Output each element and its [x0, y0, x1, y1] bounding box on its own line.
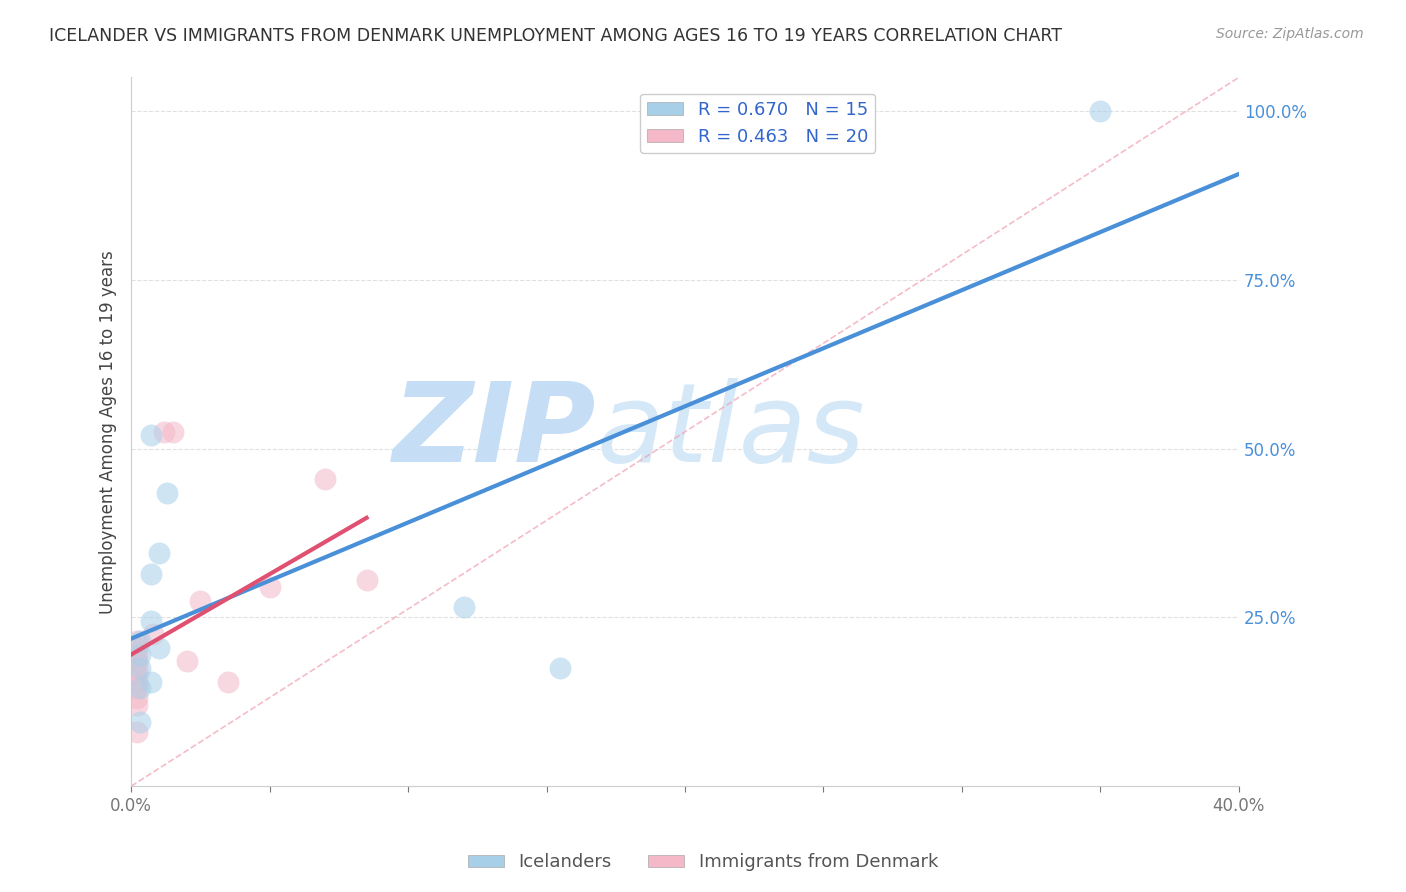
- Point: [125, 681, 148, 696]
- Y-axis label: Unemployment Among Ages 16 to 19 years: Unemployment Among Ages 16 to 19 years: [100, 250, 117, 614]
- Legend: R = 0.670   N = 15, R = 0.463   N = 20: R = 0.670 N = 15, R = 0.463 N = 20: [640, 94, 876, 153]
- Point: [139, 674, 162, 689]
- Point: [190, 593, 212, 607]
- Point: [125, 667, 148, 681]
- Point: [128, 681, 150, 696]
- Point: [125, 661, 148, 675]
- Point: [125, 691, 148, 706]
- Point: [148, 640, 170, 655]
- Point: [128, 661, 150, 675]
- Point: [162, 425, 184, 439]
- Point: [125, 640, 148, 655]
- Point: [142, 627, 165, 641]
- Text: Source: ZipAtlas.com: Source: ZipAtlas.com: [1216, 27, 1364, 41]
- Point: [1090, 104, 1112, 119]
- Point: [139, 614, 162, 628]
- Point: [128, 714, 150, 729]
- Text: atlas: atlas: [596, 378, 865, 485]
- Point: [259, 580, 281, 594]
- Point: [217, 674, 239, 689]
- Point: [128, 648, 150, 662]
- Point: [356, 574, 378, 588]
- Point: [176, 654, 198, 668]
- Point: [125, 674, 148, 689]
- Point: [125, 654, 148, 668]
- Point: [153, 425, 176, 439]
- Point: [125, 648, 148, 662]
- Point: [125, 725, 148, 739]
- Legend: Icelanders, Immigrants from Denmark: Icelanders, Immigrants from Denmark: [461, 847, 945, 879]
- Point: [139, 566, 162, 581]
- Point: [314, 472, 336, 486]
- Point: [550, 661, 572, 675]
- Point: [125, 634, 148, 648]
- Point: [148, 546, 170, 560]
- Point: [139, 428, 162, 442]
- Point: [156, 485, 179, 500]
- Text: ZIP: ZIP: [392, 378, 596, 485]
- Text: ICELANDER VS IMMIGRANTS FROM DENMARK UNEMPLOYMENT AMONG AGES 16 TO 19 YEARS CORR: ICELANDER VS IMMIGRANTS FROM DENMARK UNE…: [49, 27, 1062, 45]
- Point: [128, 634, 150, 648]
- Point: [453, 600, 475, 615]
- Point: [125, 698, 148, 713]
